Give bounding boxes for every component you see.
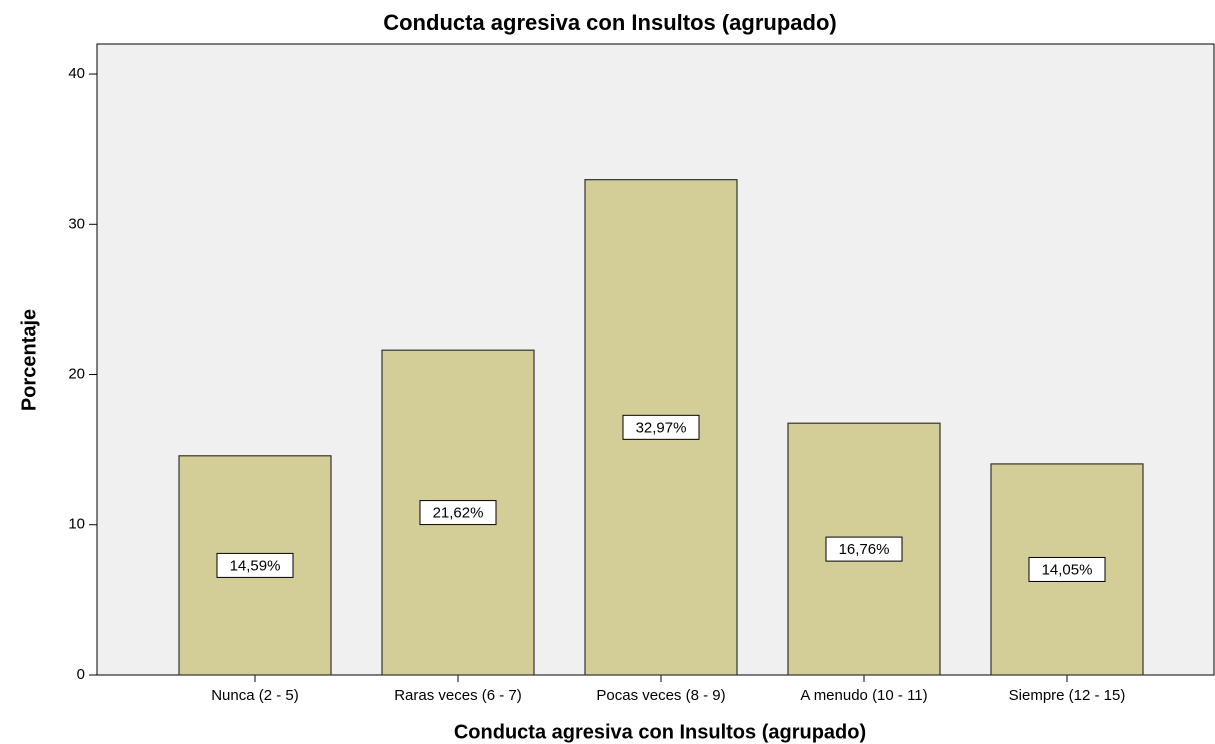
- data-label: 21,62%: [433, 505, 484, 522]
- data-label-box: [825, 536, 903, 562]
- x-tick-label: Raras veces (6 - 7): [394, 687, 522, 704]
- y-tick-label: 30: [68, 215, 85, 232]
- x-tick-label: A menudo (10 - 11): [800, 687, 927, 704]
- y-axis-title: Porcentaje: [18, 309, 40, 411]
- y-tick-label: 40: [68, 65, 85, 82]
- y-tick-label: 20: [68, 365, 85, 382]
- x-axis-title: Conducta agresiva con Insultos (agrupado…: [454, 721, 866, 743]
- data-label: 14,05%: [1042, 561, 1093, 578]
- data-label: 16,76%: [839, 541, 890, 558]
- x-tick-label: Pocas veces (8 - 9): [596, 687, 725, 704]
- chart-title: Conducta agresiva con Insultos (agrupado…: [383, 10, 837, 35]
- data-label-box: [622, 414, 700, 440]
- data-label: 32,97%: [636, 419, 687, 436]
- y-tick-label: 10: [68, 516, 85, 533]
- x-tick-label: Nunca (2 - 5): [211, 687, 299, 704]
- x-tick-label: Siempre (12 - 15): [1009, 687, 1126, 704]
- data-label: 14,59%: [230, 557, 281, 574]
- y-tick-label: 0: [77, 666, 85, 683]
- data-label-box: [216, 552, 294, 578]
- data-label-box: [1028, 556, 1106, 582]
- data-label-box: [419, 500, 497, 526]
